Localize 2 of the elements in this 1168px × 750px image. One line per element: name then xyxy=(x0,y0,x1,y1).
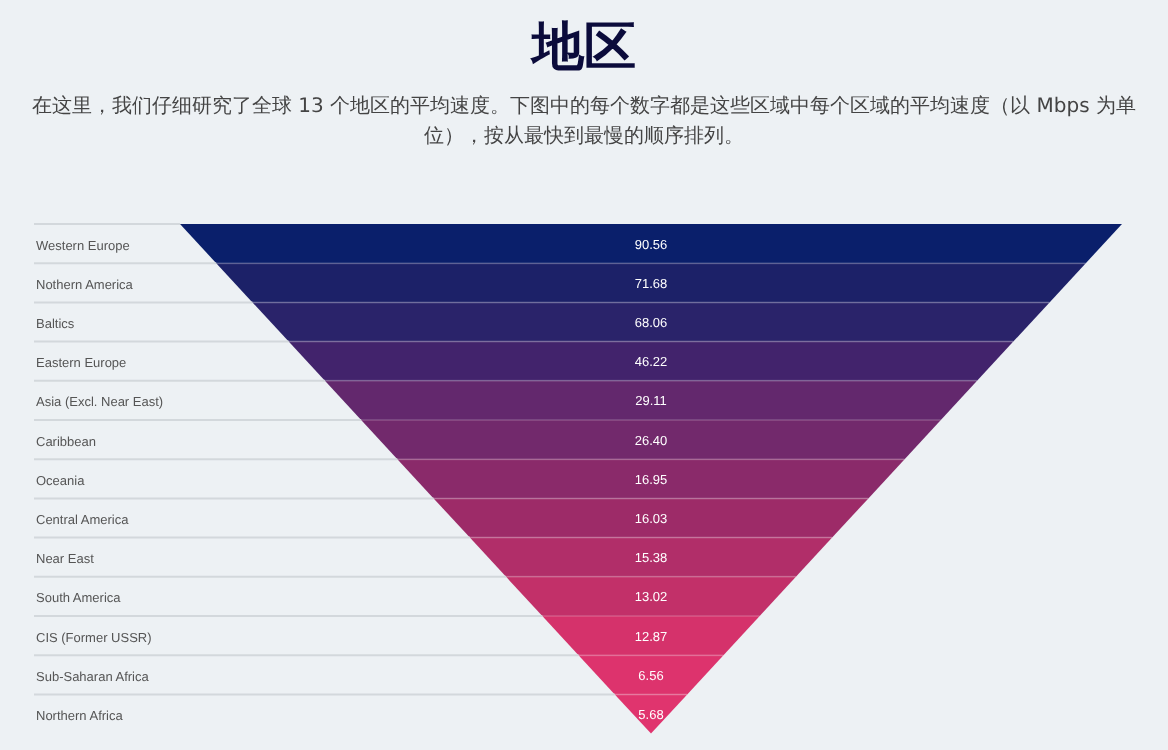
text: 在这里，我们仔细研究了全球 13 个地区的平均速度。下图中的每个数字都是这些区域中每个区域的平均速度（以 Mbps 为单位），按从最快到最慢的顺序排列。 xyxy=(30,93,1138,152)
text: 地区 xyxy=(528,16,638,82)
